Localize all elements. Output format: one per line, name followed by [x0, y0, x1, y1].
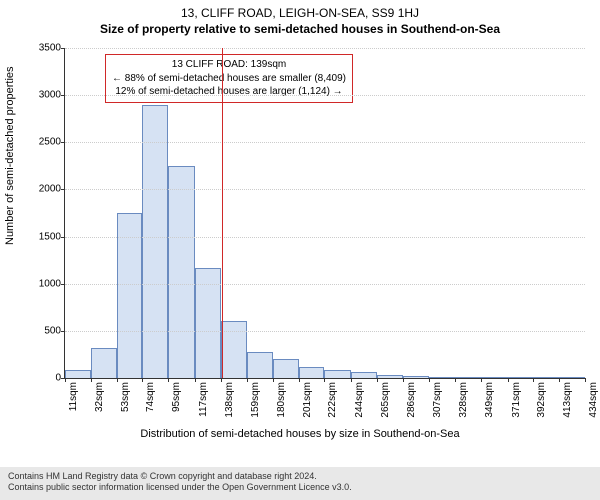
- y-axis-label: Number of semi-detached properties: [4, 66, 16, 245]
- ytick-label: 500: [44, 325, 61, 336]
- ytick-label: 0: [55, 373, 61, 384]
- gridline-h: [65, 189, 585, 190]
- xtick-label: 265sqm: [380, 382, 391, 418]
- ytick-mark: [61, 189, 65, 190]
- ytick-label: 2000: [39, 184, 61, 195]
- gridline-h: [65, 48, 585, 49]
- xtick-label: 95sqm: [171, 382, 182, 412]
- footer-line1: Contains HM Land Registry data © Crown c…: [8, 471, 592, 483]
- annotation-line3: 12% of semi-detached houses are larger (…: [112, 85, 346, 99]
- ytick-label: 1000: [39, 278, 61, 289]
- histogram-bar: [324, 370, 351, 378]
- footer-line2: Contains public sector information licen…: [8, 482, 592, 494]
- xtick-mark: [195, 378, 196, 382]
- histogram-bar: [273, 359, 299, 378]
- histogram-bar: [429, 377, 455, 378]
- xtick-mark: [533, 378, 534, 382]
- xtick-label: 286sqm: [406, 382, 417, 418]
- histogram-bar: [455, 377, 481, 378]
- xtick-mark: [65, 378, 66, 382]
- gridline-h: [65, 331, 585, 332]
- gridline-h: [65, 237, 585, 238]
- histogram-bar: [299, 367, 325, 378]
- ytick-label: 3500: [39, 43, 61, 54]
- reference-line: [222, 48, 223, 378]
- histogram-bar: [559, 377, 585, 378]
- plot-area: 13 CLIFF ROAD: 139sqm ← 88% of semi-deta…: [64, 48, 585, 379]
- xtick-label: 53sqm: [120, 382, 131, 412]
- xtick-label: 328sqm: [458, 382, 469, 418]
- annotation-line1: 13 CLIFF ROAD: 139sqm: [112, 58, 346, 72]
- xtick-label: 159sqm: [250, 382, 261, 418]
- ytick-label: 3000: [39, 90, 61, 101]
- histogram-bar: [168, 166, 195, 378]
- ytick-mark: [61, 237, 65, 238]
- ytick-mark: [61, 331, 65, 332]
- xtick-mark: [324, 378, 325, 382]
- page-title: Size of property relative to semi-detach…: [0, 20, 600, 36]
- histogram-bar: [377, 375, 403, 378]
- xtick-label: 307sqm: [432, 382, 443, 418]
- histogram-bar: [247, 352, 273, 378]
- ytick-mark: [61, 48, 65, 49]
- chart-container: Number of semi-detached properties 13 CL…: [0, 40, 600, 450]
- ytick-label: 1500: [39, 231, 61, 242]
- xtick-label: 244sqm: [354, 382, 365, 418]
- xtick-mark: [403, 378, 404, 382]
- gridline-h: [65, 95, 585, 96]
- xtick-mark: [221, 378, 222, 382]
- xtick-label: 74sqm: [145, 382, 156, 412]
- histogram-bar: [351, 372, 377, 378]
- xtick-label: 413sqm: [562, 382, 573, 418]
- ytick-mark: [61, 95, 65, 96]
- xtick-label: 138sqm: [224, 382, 235, 418]
- gridline-h: [65, 284, 585, 285]
- ytick-mark: [61, 284, 65, 285]
- annotation-line2: ← 88% of semi-detached houses are smalle…: [112, 72, 346, 86]
- xtick-label: 117sqm: [198, 382, 209, 417]
- xtick-mark: [247, 378, 248, 382]
- xtick-label: 434sqm: [588, 382, 599, 418]
- xtick-label: 371sqm: [511, 382, 522, 418]
- xtick-label: 32sqm: [94, 382, 105, 412]
- xtick-mark: [429, 378, 430, 382]
- footer: Contains HM Land Registry data © Crown c…: [0, 467, 600, 500]
- xtick-mark: [481, 378, 482, 382]
- xtick-label: 392sqm: [536, 382, 547, 418]
- histogram-bar: [142, 105, 168, 378]
- histogram-bar: [403, 376, 429, 378]
- xtick-mark: [299, 378, 300, 382]
- page-supertitle: 13, CLIFF ROAD, LEIGH-ON-SEA, SS9 1HJ: [0, 0, 600, 20]
- xtick-mark: [377, 378, 378, 382]
- xtick-label: 11sqm: [68, 382, 79, 411]
- xtick-label: 222sqm: [327, 382, 338, 418]
- xtick-mark: [585, 378, 586, 382]
- histogram-bar: [91, 348, 117, 378]
- histogram-bar: [508, 377, 534, 378]
- xtick-mark: [508, 378, 509, 382]
- xtick-mark: [142, 378, 143, 382]
- xtick-mark: [168, 378, 169, 382]
- histogram-bar: [481, 377, 508, 378]
- gridline-h: [65, 142, 585, 143]
- histogram-bar: [117, 213, 143, 378]
- xtick-mark: [351, 378, 352, 382]
- x-axis-label: Distribution of semi-detached houses by …: [0, 428, 600, 440]
- xtick-label: 349sqm: [484, 382, 495, 418]
- xtick-mark: [559, 378, 560, 382]
- xtick-label: 201sqm: [302, 382, 313, 418]
- xtick-mark: [91, 378, 92, 382]
- xtick-mark: [273, 378, 274, 382]
- histogram-bar: [65, 370, 91, 378]
- histogram-bar: [533, 377, 559, 378]
- xtick-mark: [117, 378, 118, 382]
- ytick-mark: [61, 142, 65, 143]
- xtick-mark: [455, 378, 456, 382]
- xtick-label: 180sqm: [276, 382, 287, 418]
- ytick-label: 2500: [39, 137, 61, 148]
